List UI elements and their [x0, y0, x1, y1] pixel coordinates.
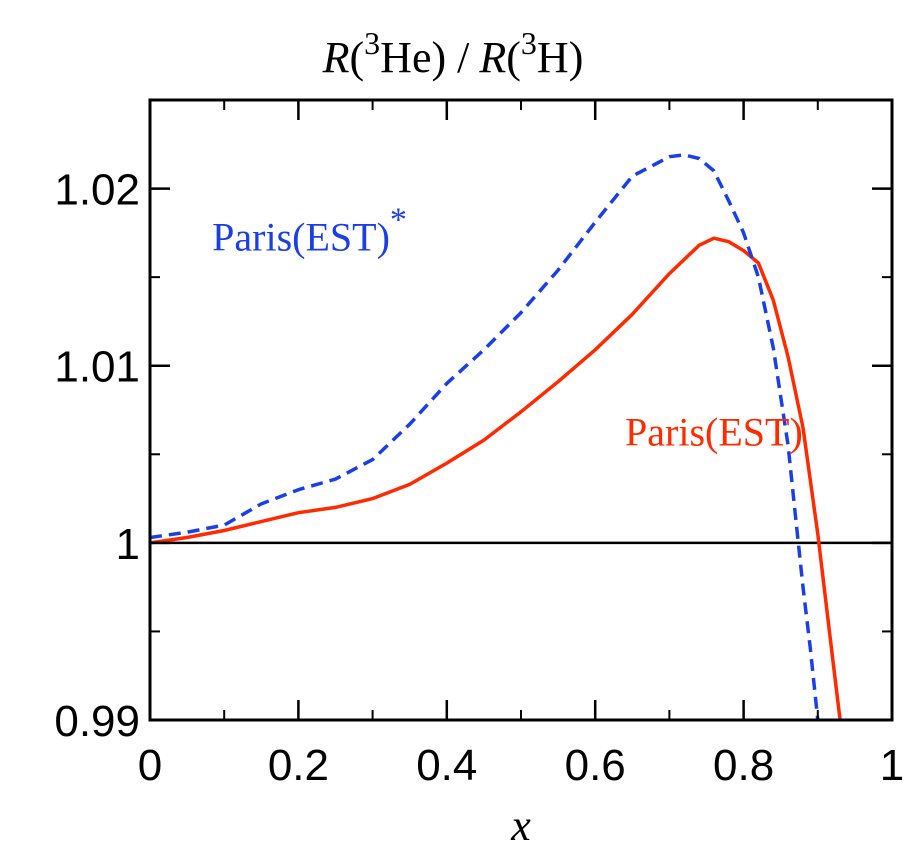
- title-r2: R: [478, 33, 506, 82]
- x-tick-label: 1: [880, 741, 904, 790]
- y-tick-label: 1: [116, 520, 140, 569]
- title-sup1: 3: [364, 25, 380, 61]
- title-r1: R: [322, 33, 350, 82]
- x-axis-label: x: [510, 801, 531, 849]
- title-sup2: 3: [521, 25, 537, 61]
- title-separator: /: [457, 33, 470, 82]
- series-layer: [150, 153, 842, 720]
- x-tick-label: 0: [138, 741, 162, 790]
- y-tick-label: 1.01: [54, 343, 140, 392]
- title-close2: ): [569, 33, 584, 82]
- x-tick-label: 0.6: [565, 741, 626, 790]
- series-label-text: Paris(EST): [212, 215, 390, 260]
- series-line-0: [150, 236, 842, 720]
- title-nucleus2: H: [537, 33, 569, 82]
- series-label-layer: Paris(EST)Paris(EST)*: [212, 202, 803, 455]
- title-nucleus1: He: [380, 33, 431, 82]
- series-label-1: Paris(EST)*: [212, 202, 407, 260]
- series-label-0: Paris(EST): [625, 409, 803, 454]
- x-tick-label: 0.2: [268, 741, 329, 790]
- series-label-superscript: *: [390, 202, 407, 239]
- chart-title: R(3He) / R(3H): [322, 25, 584, 82]
- title-close1: ): [431, 33, 457, 82]
- x-tick-label: 0.4: [416, 741, 477, 790]
- title-open1: (: [350, 33, 365, 82]
- tick-layer: [148, 99, 894, 722]
- y-tick-label: 1.02: [54, 166, 140, 215]
- title-open2: (: [506, 33, 521, 82]
- y-tick-label: 0.99: [54, 697, 140, 746]
- series-label-text: Paris(EST): [625, 409, 803, 454]
- tick-label-layer: 0 0.2 0.4 0.6 0.8 1 0.99 1 1.01 1.02: [54, 166, 904, 790]
- x-tick-label: 0.8: [713, 741, 774, 790]
